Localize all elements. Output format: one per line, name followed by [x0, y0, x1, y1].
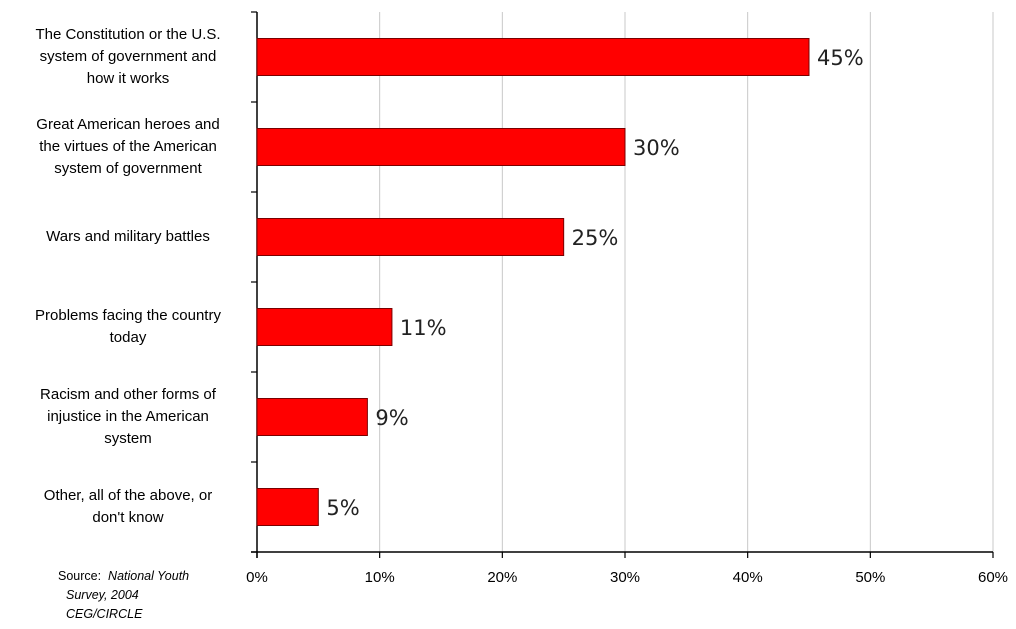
category-label-line: Problems facing the country	[35, 307, 221, 324]
x-tick-label-40: 40%	[733, 569, 763, 586]
category-label-line: system of government	[54, 160, 202, 177]
category-label-line: Other, all of the above, or	[43, 487, 213, 504]
category-label-5: Other, all of the above, or don't know	[8, 485, 248, 529]
source-note: Source: National Youth Survey, 2004 CEG/…	[32, 567, 232, 624]
x-tick-label-20: 20%	[487, 569, 517, 586]
source-line-1: National Youth	[108, 569, 190, 583]
category-label-line: system	[104, 430, 152, 447]
category-label-line: injustice in the American	[47, 408, 209, 425]
category-label-1: Great American heroes and the virtues of …	[8, 114, 248, 180]
category-label-line: the virtues of the American	[39, 138, 217, 155]
category-label-line: how it works	[86, 70, 170, 87]
bar-5	[256, 488, 319, 526]
bar-value-label-0: 45%	[817, 46, 864, 70]
x-tick-label-50: 50%	[855, 569, 885, 586]
bar-value-label-2: 25%	[572, 226, 619, 250]
category-label-line: The Constitution or the U.S.	[35, 26, 221, 43]
category-label-line: system of government and	[39, 48, 217, 65]
bar-value-label-1: 30%	[633, 136, 680, 160]
category-label-line: don't know	[92, 509, 164, 526]
bar-0	[256, 38, 810, 76]
category-label-line: Wars and military battles	[46, 228, 210, 245]
x-tick-label-10: 10%	[365, 569, 395, 586]
category-label-line: Racism and other forms of	[40, 386, 216, 403]
bar-1	[256, 128, 626, 166]
source-line-2: Survey, 2004	[66, 588, 139, 602]
bar-value-label-5: 5%	[326, 496, 359, 520]
category-label-line: Great American heroes and	[36, 116, 220, 133]
x-tick-label-30: 30%	[610, 569, 640, 586]
bar-value-label-3: 11%	[400, 316, 447, 340]
bar-3	[256, 308, 393, 346]
bar-4	[256, 398, 368, 436]
category-label-2: Wars and military battles	[8, 226, 248, 248]
category-label-4: Racism and other forms of injustice in th…	[8, 384, 248, 450]
bar-value-label-4: 9%	[375, 406, 408, 430]
category-label-3: Problems facing the country today	[8, 305, 248, 349]
source-line-3: CEG/CIRCLE	[66, 607, 143, 621]
x-tick-label-0: 0%	[246, 569, 268, 586]
category-label-line: today	[109, 329, 147, 346]
bar-2	[256, 218, 565, 256]
x-tick-label-60: 60%	[978, 569, 1008, 586]
source-label: Source:	[58, 569, 102, 583]
category-label-0: The Constitution or the U.S. system of go…	[8, 24, 248, 90]
